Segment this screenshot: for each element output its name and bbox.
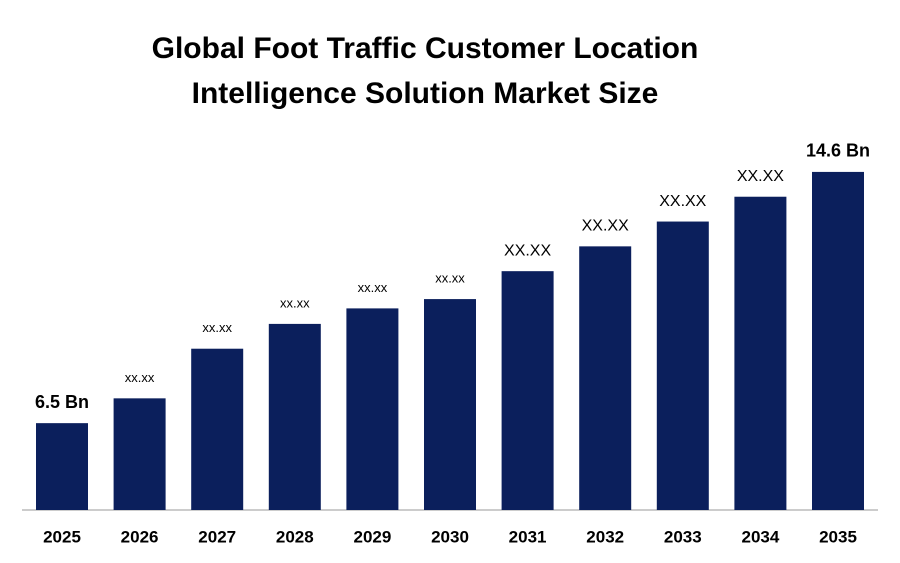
bar bbox=[734, 196, 787, 510]
data-label: xx.xx bbox=[202, 320, 232, 335]
bar bbox=[113, 398, 166, 510]
bar bbox=[424, 299, 476, 510]
bar bbox=[579, 246, 632, 510]
bar bbox=[36, 423, 88, 510]
bar bbox=[656, 221, 709, 511]
data-label: xx.xx bbox=[358, 280, 388, 295]
x-tick-label: 2034 bbox=[741, 527, 779, 546]
x-tick-label: 2028 bbox=[276, 527, 314, 546]
x-tick-label: 2030 bbox=[431, 527, 469, 546]
data-label: XX.XX bbox=[737, 168, 784, 185]
bar bbox=[346, 308, 399, 510]
x-tick-label: 2025 bbox=[43, 527, 81, 546]
x-tick-label: 2031 bbox=[509, 527, 547, 546]
x-tick-label: 2035 bbox=[819, 527, 857, 546]
data-label: XX.XX bbox=[582, 218, 629, 235]
x-tick-label: 2029 bbox=[353, 527, 391, 546]
x-tick-label: 2032 bbox=[586, 527, 624, 546]
bar bbox=[268, 323, 321, 510]
data-label: xx.xx bbox=[435, 271, 465, 286]
x-tick-label: 2033 bbox=[664, 527, 702, 546]
data-label: 6.5 Bn bbox=[35, 392, 89, 412]
bar bbox=[191, 348, 244, 510]
x-tick-label: 2026 bbox=[121, 527, 159, 546]
x-tick-label: 2027 bbox=[198, 527, 236, 546]
data-label: XX.XX bbox=[504, 242, 551, 259]
chart-title: Intelligence Solution Market Size bbox=[192, 77, 659, 110]
data-label: xx.xx bbox=[125, 370, 155, 385]
chart-title: Global Foot Traffic Customer Location bbox=[152, 32, 699, 65]
data-label: XX.XX bbox=[659, 193, 706, 210]
bar bbox=[501, 271, 554, 510]
data-label: 14.6 Bn bbox=[806, 141, 870, 161]
bar bbox=[812, 171, 864, 510]
data-label: xx.xx bbox=[280, 295, 310, 310]
